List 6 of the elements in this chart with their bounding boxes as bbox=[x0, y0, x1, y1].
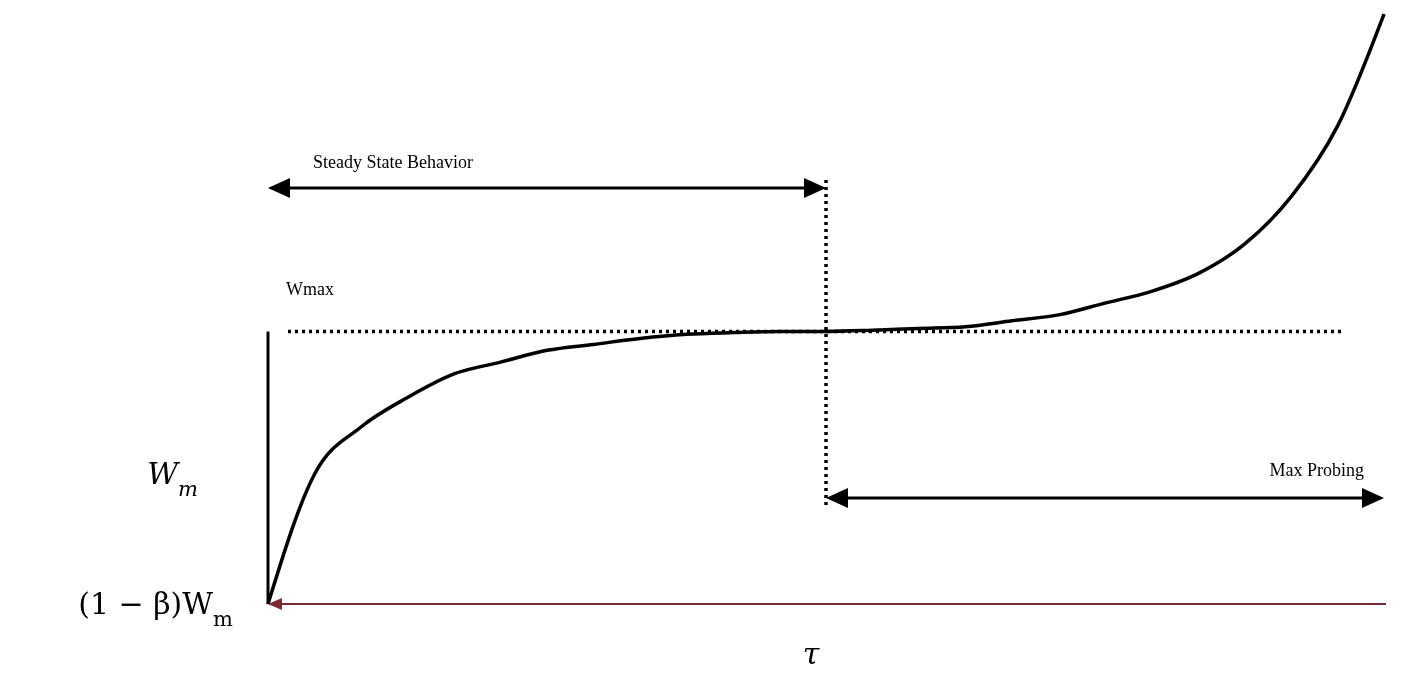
x-axis-title: τ bbox=[802, 636, 820, 671]
ref-line-label: Wmax bbox=[286, 279, 334, 300]
text: (1 − β)W$_{m}$ bbox=[78, 586, 234, 631]
annotation: Steady State Behavior bbox=[313, 152, 473, 172]
text: W$_{m}$ bbox=[147, 456, 198, 502]
annotation: Max Probing bbox=[1269, 460, 1364, 480]
